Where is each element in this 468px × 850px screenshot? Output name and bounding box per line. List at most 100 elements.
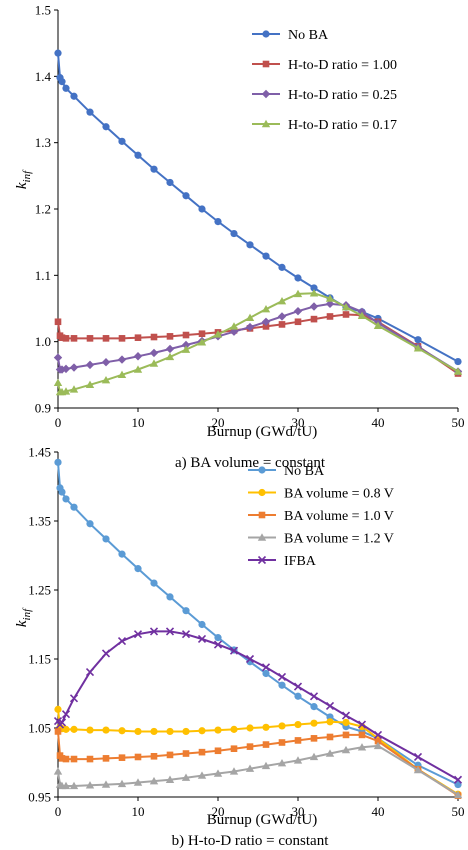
data-point: [325, 701, 335, 710]
legend-item: No BA: [252, 28, 329, 43]
data-point: [70, 755, 78, 763]
data-point: [294, 318, 302, 326]
data-point: [197, 634, 207, 644]
y-tick-label: 1.35: [28, 514, 51, 529]
data-point: [414, 336, 422, 344]
data-point: [182, 331, 190, 339]
data-point: [54, 705, 62, 713]
data-point: [277, 672, 287, 682]
data-point: [453, 790, 463, 799]
data-point: [261, 663, 271, 672]
data-point: [277, 297, 287, 305]
data-point: [341, 745, 351, 754]
legend-label: H-to-D ratio = 1.00: [288, 58, 397, 73]
data-point: [165, 775, 175, 783]
x-tick-label: 0: [55, 415, 62, 430]
x-tick-label: 30: [292, 415, 305, 430]
data-point: [134, 753, 142, 761]
data-point: [453, 367, 463, 375]
data-point: [58, 488, 66, 496]
data-point: [165, 344, 175, 354]
data-point: [102, 726, 110, 734]
data-point: [150, 727, 158, 736]
data-point: [230, 229, 238, 238]
data-point: [341, 302, 351, 311]
data-point: [165, 352, 175, 361]
data-point: [342, 718, 350, 727]
data-point: [262, 323, 270, 330]
x-tick-label: 0: [55, 804, 62, 819]
data-point: [166, 727, 174, 736]
legend-label: No BA: [288, 28, 329, 43]
data-point: [310, 284, 318, 292]
data-point: [230, 745, 238, 752]
data-point: [149, 359, 159, 367]
data-point: [278, 681, 286, 689]
data-point: [198, 330, 206, 338]
data-point: [117, 636, 127, 646]
data-point: [277, 312, 287, 321]
y-axis-title-main: k: [14, 182, 30, 189]
data-point: [61, 710, 71, 719]
data-point: [62, 725, 70, 733]
data-point: [277, 758, 287, 767]
data-point: [54, 318, 62, 326]
data-point: [101, 780, 111, 788]
data-point: [85, 781, 95, 789]
data-point: [181, 340, 191, 350]
data-point: [326, 718, 334, 726]
data-point: [54, 458, 62, 466]
legend-item: IFBA: [248, 554, 317, 569]
data-point: [213, 330, 223, 338]
y-axis-title-sub: inf: [21, 607, 33, 621]
data-point: [326, 733, 334, 741]
data-point: [262, 252, 270, 260]
data-point: [198, 620, 206, 629]
y-tick-label: 1.1: [35, 268, 51, 283]
data-point: [166, 593, 174, 601]
data-point: [293, 756, 303, 764]
data-point: [245, 764, 255, 772]
data-point: [150, 165, 158, 173]
data-point: [134, 565, 142, 573]
y-tick-label: 1.15: [28, 652, 51, 667]
data-point: [118, 727, 126, 735]
data-point: [310, 735, 318, 742]
y-tick-label: 0.9: [35, 401, 51, 416]
data-point: [69, 694, 79, 703]
y-tick-label: 1.0: [35, 334, 51, 349]
data-point: [229, 646, 239, 655]
data-point: [53, 378, 63, 386]
data-point: [70, 92, 78, 100]
legend-label: H-to-D ratio = 0.25: [288, 88, 397, 103]
data-point: [294, 274, 302, 282]
data-point: [413, 765, 423, 774]
series-line: [57, 53, 459, 363]
legend-label: No BA: [284, 464, 325, 479]
data-point: [101, 358, 111, 367]
data-point: [229, 767, 239, 775]
data-point: [278, 321, 286, 328]
data-point: [309, 302, 319, 311]
data-point: [86, 335, 94, 342]
data-point: [278, 739, 286, 746]
data-point: [342, 311, 350, 318]
legend-item: BA volume = 1.2 V: [248, 532, 394, 547]
data-point: [230, 725, 238, 733]
y-axis-title-sub: inf: [21, 169, 33, 183]
data-point: [261, 119, 271, 128]
data-point: [53, 353, 63, 362]
data-point: [278, 722, 286, 730]
series-3: [54, 728, 462, 799]
data-point: [258, 511, 266, 519]
data-point: [58, 755, 66, 762]
y-tick-label: 0.95: [28, 790, 51, 805]
data-point: [182, 607, 190, 615]
data-point: [198, 748, 206, 756]
data-point: [257, 533, 267, 541]
data-point: [229, 327, 239, 336]
data-point: [118, 550, 126, 558]
data-point: [133, 352, 143, 361]
data-point: [57, 718, 67, 727]
data-point: [294, 720, 302, 729]
